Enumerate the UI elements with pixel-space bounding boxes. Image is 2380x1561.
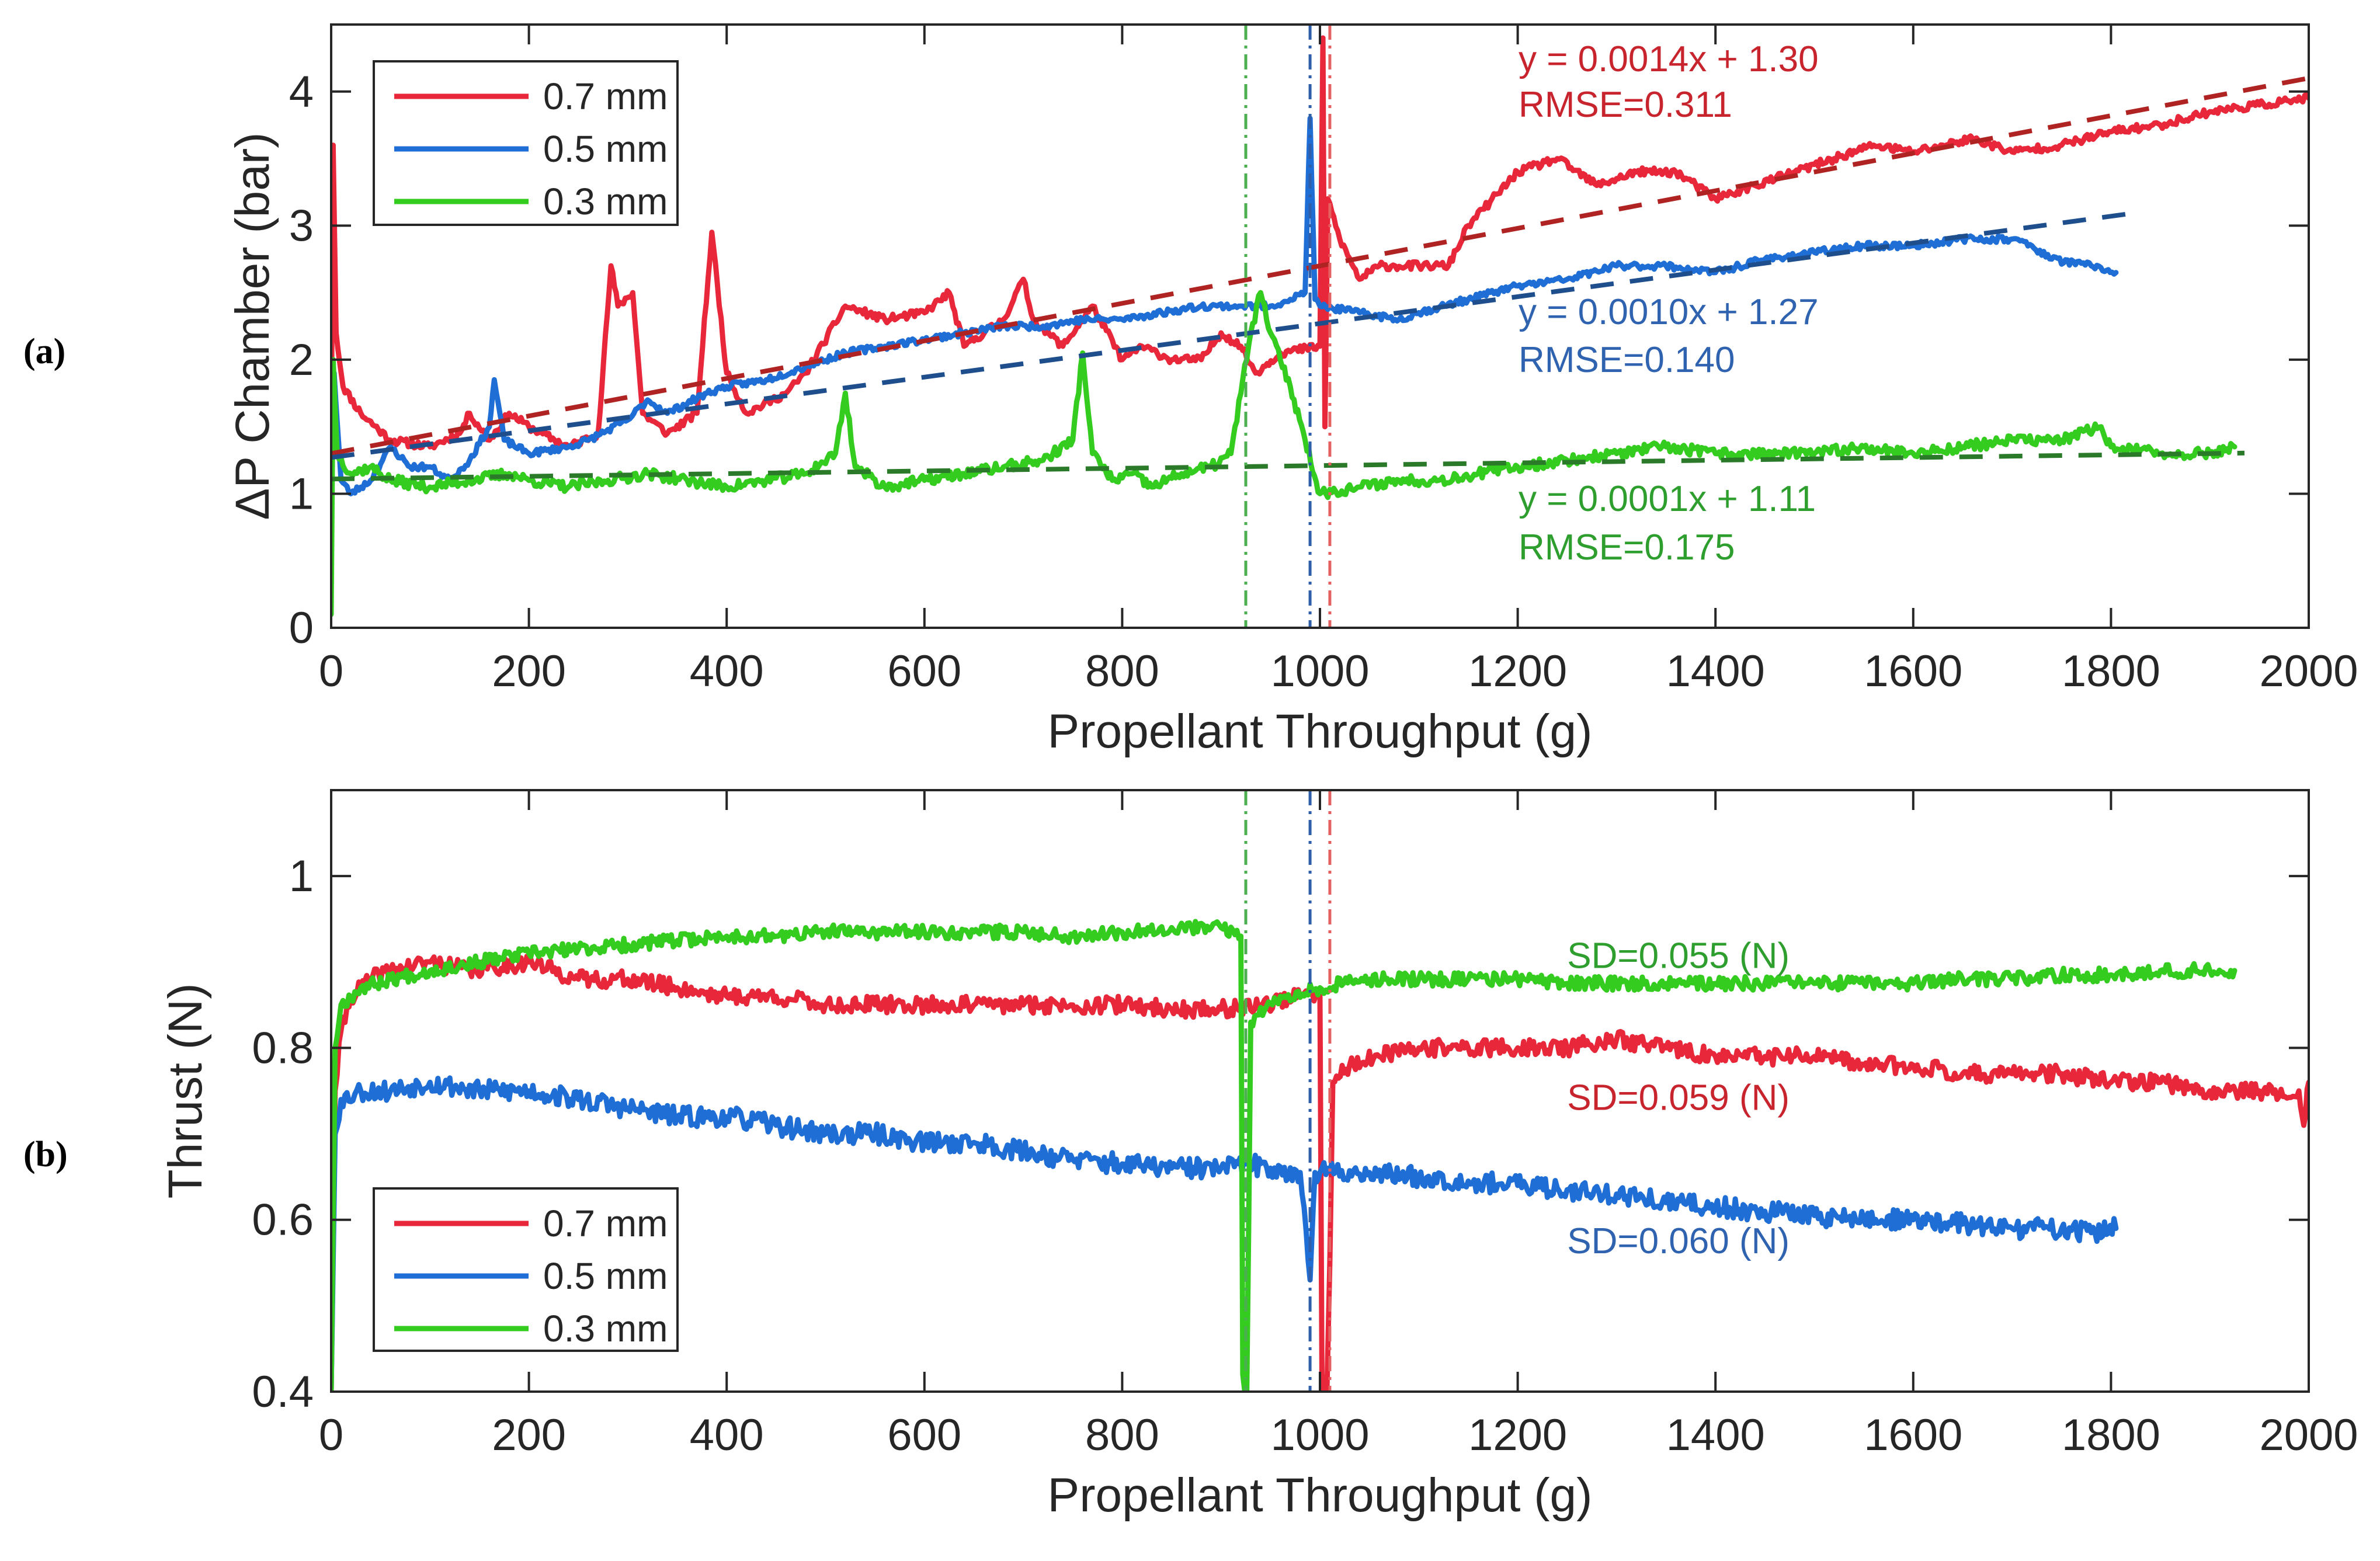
panel-label: (b) [23,1135,68,1174]
series-line-03mm [331,919,2237,1392]
series-line-07mm [331,953,2309,1392]
y-tick-label: 1 [289,851,314,901]
x-tick-label: 1400 [1666,1410,1765,1460]
x-tick-label: 2000 [2259,646,2358,696]
y-tick-label: 4 [289,67,314,117]
legend-label: 0.3 mm [543,180,668,222]
y-axis-label: Thrust (N) [159,983,212,1199]
legend-label: 0.5 mm [543,128,668,170]
panel-a-chart: (a) 0 200 400 600 800 1000 1200 1400 1600 1800 2000… [23,23,2358,758]
x-tick-label: 800 [1085,1410,1159,1460]
fit-line-2 [331,450,2245,482]
fit-equation-label: y = 0.0001x + 1.11 [1519,479,1816,519]
x-tick-label: 2000 [2259,1410,2358,1460]
y-tick-label: 2 [289,335,314,385]
x-tick-label: 1600 [1864,646,1962,696]
y-tick-label: 0 [289,603,314,653]
x-tick-label: 1200 [1468,1410,1567,1460]
x-tick-label: 1400 [1666,646,1765,696]
legend-box [373,1187,679,1352]
sd-annotation: SD=0.055 (N) [1567,936,1790,976]
y-tick-label: 0.4 [252,1367,314,1417]
fit-line-1 [331,210,2136,460]
legend-label: 0.5 mm [543,1255,668,1297]
x-tick-label: 0 [319,1410,343,1460]
fit-rmse-label: RMSE=0.311 [1519,85,1732,125]
series-line-05mm [331,116,2119,496]
fit-rmse-label: RMSE=0.175 [1519,527,1735,568]
legend-label: 0.7 mm [543,75,668,117]
plot-content [331,919,2309,1392]
x-tick-label: 1200 [1468,646,1567,696]
y-axis-label: ΔP Chamber (bar) [226,133,279,520]
x-axis-label: Propellant Throughput (g) [1048,1469,1593,1522]
fit-equation-label: y = 0.0010x + 1.27 [1519,292,1819,332]
sd-annotation: SD=0.060 (N) [1567,1221,1790,1261]
series-line-05mm [331,1075,2119,1392]
fit-equation-label: y = 0.0014x + 1.30 [1519,39,1819,79]
x-tick-label: 400 [690,646,764,696]
y-tick-label: 1 [289,469,314,519]
y-tick-label: 0.6 [252,1195,314,1245]
x-tick-label: 800 [1085,646,1159,696]
legend-label: 0.7 mm [543,1202,668,1244]
series-line-07mm [331,35,2309,457]
fit-line-0 [331,75,2309,456]
plot-content [331,35,2309,617]
panel-b-chart: (b) 0 200 400 600 800 1000 1200 1400 1600 1800 2000… [23,789,2358,1522]
x-tick-label: 1800 [2062,646,2160,696]
x-tick-label: 400 [690,1410,764,1460]
x-tick-label: 0 [319,646,343,696]
x-tick-label: 1000 [1270,1410,1369,1460]
fit-rmse-label: RMSE=0.140 [1519,340,1735,380]
sd-annotation: SD=0.059 (N) [1567,1077,1790,1118]
x-tick-label: 200 [492,1410,566,1460]
x-tick-label: 200 [492,646,566,696]
x-tick-label: 1000 [1270,646,1369,696]
panel-label: (a) [23,332,65,371]
x-tick-label: 1600 [1864,1410,1962,1460]
legend: 0.7 mm 0.5 mm 0.3 mm [373,1187,679,1352]
legend-box [373,60,679,226]
legend-label: 0.3 mm [543,1308,668,1350]
y-tick-label: 3 [289,201,314,251]
x-axis-label: Propellant Throughput (g) [1048,705,1593,758]
x-tick-label: 1800 [2062,1410,2160,1460]
legend: 0.7 mm 0.5 mm 0.3 mm [373,60,679,226]
y-tick-label: 0.8 [252,1023,314,1073]
x-tick-label: 600 [887,1410,961,1460]
x-tick-label: 600 [887,646,961,696]
